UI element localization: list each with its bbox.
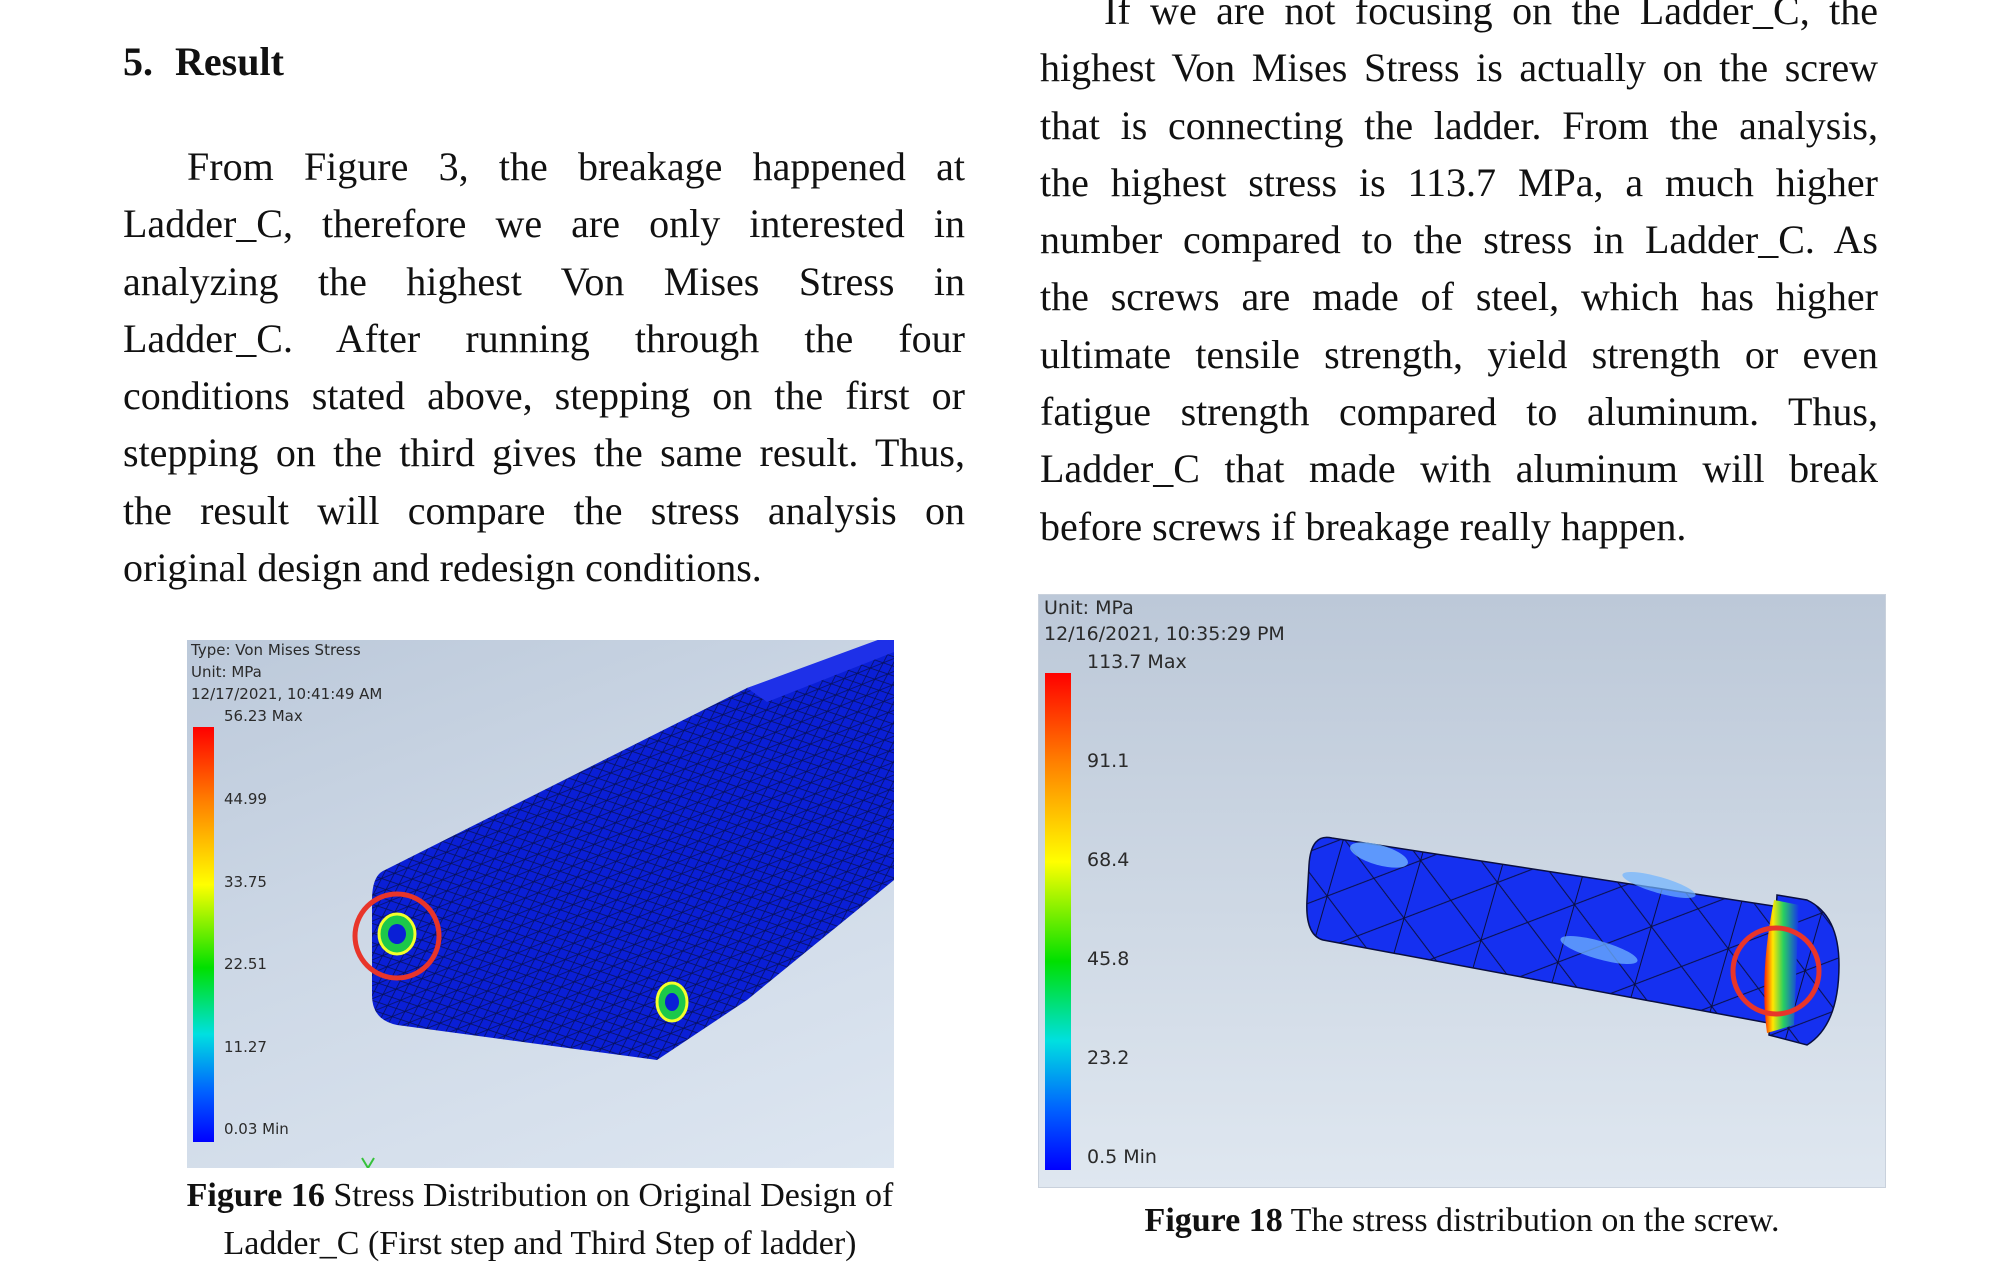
caption-text: Ladder_C (First step and Third Step of l… xyxy=(223,1225,857,1262)
paragraph-line: Ladder_C. After running through the four xyxy=(123,315,965,361)
fig18-tick: 23.2 xyxy=(1087,1047,1130,1069)
fig18-tick: 68.4 xyxy=(1087,849,1130,871)
right-paragraph: If we are not focusing on the Ladder_C, … xyxy=(1040,0,1878,555)
fig16-tick: 11.27 xyxy=(224,1038,267,1056)
stress-hotspot xyxy=(1764,900,1799,1033)
paragraph-line: fatigue strength compared to aluminum. T… xyxy=(1040,389,1878,435)
ladder-mesh-render xyxy=(352,640,894,1168)
fig16-colorbar xyxy=(193,727,214,1142)
paragraph-line: If we are not focusing on the Ladder_C, … xyxy=(1104,0,1878,33)
figure-16-image: Type: Von Mises Stress Unit: MPa 12/17/2… xyxy=(187,640,894,1168)
paragraph-line: analyzing the highest Von Mises Stress i… xyxy=(123,258,965,304)
fig16-max-label: 56.23 Max xyxy=(224,707,303,725)
paragraph-line: the highest stress is 113.7 MPa, a much … xyxy=(1040,159,1878,205)
figure-18-image: Unit: MPa 12/16/2021, 10:35:29 PM 113.7 … xyxy=(1038,594,1886,1188)
fig18-timestamp: 12/16/2021, 10:35:29 PM xyxy=(1044,623,1285,645)
paragraph-line: stepping on the third gives the same res… xyxy=(123,430,965,476)
paragraph-line: the result will compare the stress analy… xyxy=(123,487,965,533)
section-number: 5. xyxy=(123,39,153,84)
figure-18-caption: Figure 18 The stress distribution on the… xyxy=(1038,1197,1886,1245)
screw-shank xyxy=(1306,836,1800,1026)
highlight-circle-icon xyxy=(352,891,442,981)
highlight-circle-icon xyxy=(1730,925,1822,1017)
fig16-tick: 22.51 xyxy=(224,955,267,973)
fig16-type-label: Type: Von Mises Stress xyxy=(191,641,361,659)
fig16-min-label: 0.03 Min xyxy=(224,1120,289,1138)
paragraph-line: the screws are made of steel, which has … xyxy=(1040,274,1878,320)
caption-text: Stress Distribution on Original Design o… xyxy=(324,1177,894,1214)
paragraph-line: conditions stated above, stepping on the… xyxy=(123,373,965,419)
caption-label: Figure 16 xyxy=(186,1177,325,1214)
fig18-tick: 45.8 xyxy=(1087,948,1130,970)
paragraph-line: ultimate tensile strength, yield strengt… xyxy=(1040,331,1878,377)
fig18-tick: 91.1 xyxy=(1087,750,1130,772)
paragraph-line: that is connecting the ladder. From the … xyxy=(1040,102,1878,148)
section-title: Result xyxy=(175,39,284,84)
fig16-tick: 44.99 xyxy=(224,790,267,808)
paragraph-line: number compared to the stress in Ladder_… xyxy=(1040,217,1878,263)
paragraph-line: Ladder_C that made with aluminum will br… xyxy=(1040,446,1878,492)
fig18-min-label: 0.5 Min xyxy=(1087,1146,1157,1168)
paragraph-line: highest Von Mises Stress is actually on … xyxy=(1040,45,1878,91)
fig18-colorbar xyxy=(1045,673,1071,1170)
caption-text: The stress distribution on the screw. xyxy=(1282,1202,1780,1239)
fig18-max-label: 113.7 Max xyxy=(1087,651,1187,673)
fig16-unit-label: Unit: MPa xyxy=(191,663,262,681)
caption-label: Figure 18 xyxy=(1144,1202,1283,1239)
paragraph-line: From Figure 3, the breakage happened at xyxy=(187,144,965,189)
paragraph-line: Ladder_C, therefore we are only interest… xyxy=(123,201,965,247)
left-paragraph: From Figure 3, the breakage happened at … xyxy=(123,138,965,596)
fig18-unit-label: Unit: MPa xyxy=(1044,597,1134,619)
fig16-tick: 33.75 xyxy=(224,873,267,891)
figure-16-caption: Figure 16 Stress Distribution on Origina… xyxy=(150,1172,930,1268)
fig16-timestamp: 12/17/2021, 10:41:49 AM xyxy=(191,685,383,703)
screw-mesh-render xyxy=(1306,836,1840,1046)
paragraph-line: before screws if breakage really happen. xyxy=(1040,503,1687,549)
section-heading: 5. Result xyxy=(123,38,284,85)
paragraph-line: original design and redesign conditions. xyxy=(123,545,762,591)
ladder-side-face xyxy=(372,640,894,1060)
